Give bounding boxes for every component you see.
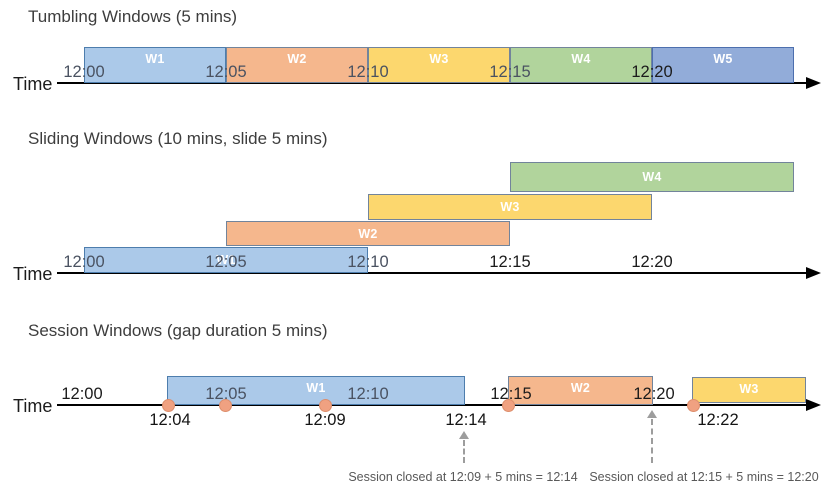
up-arrow-icon [647,410,657,418]
sliding-axis-arrowhead-icon [806,267,821,279]
session-axis-arrowhead-icon [806,399,821,411]
session-close-note: Session closed at 12:15 + 5 mins = 12:20 [589,470,819,484]
event-dot [502,399,515,412]
axis-tick: 12:15 [490,385,532,403]
session-w3-bar: W3 [692,377,806,403]
tumbling-time-axis-label: Time [13,74,53,94]
tumbling-time-axis [57,82,808,84]
event-time-label: 12:09 [304,411,346,429]
axis-tick: 12:00 [63,253,105,271]
sliding-title: Sliding Windows (10 mins, slide 5 mins) [28,129,328,148]
axis-tick: 12:20 [631,253,673,271]
event-dot [687,399,700,412]
tumbling-w3-bar: W3 [368,47,510,83]
sliding-w3-bar: W3 [368,194,652,220]
window-label: W3 [739,382,759,396]
window-label: W3 [429,52,449,66]
sliding-w4-bar: W4 [510,162,794,192]
window-label: W1 [145,52,165,66]
up-arrow-icon [459,431,469,439]
axis-tick: 12:00 [63,63,105,81]
tumbling-w4-bar: W4 [510,47,652,83]
axis-tick: 12:10 [347,63,389,81]
axis-tick: 12:05 [205,253,247,271]
axis-tick: 12:00 [61,385,103,403]
sliding-w2-bar: W2 [226,221,510,246]
session-close-note: Session closed at 12:09 + 5 mins = 12:14 [348,470,578,484]
session-time-axis-label: Time [13,396,53,416]
window-label: W1 [306,381,326,395]
tumbling-w1-bar: W1 [84,47,226,83]
window-label: W2 [287,52,307,66]
window-label: W3 [500,200,520,214]
axis-tick: 12:15 [489,63,531,81]
sliding-w1-bar: W1 [84,247,368,273]
annotation-arrow-line [463,440,465,463]
window-label: W2 [570,381,591,395]
annotation-arrow-line [651,419,653,463]
axis-tick: 12:05 [205,385,247,403]
session-time-axis [57,404,808,406]
event-time-label: 12:22 [697,411,739,429]
axis-tick: 12:15 [489,253,531,271]
axis-tick: 12:10 [347,385,389,403]
tumbling-title: Tumbling Windows (5 mins) [28,7,238,26]
session-w1-bar: W1 [167,376,465,405]
sliding-time-axis [57,272,808,274]
session-w2-bar: W2 [508,376,653,405]
tumbling-w2-bar: W2 [226,47,368,83]
tumbling-w5-bar: W5 [652,47,794,83]
window-label: W5 [713,52,733,66]
session-title: Session Windows (gap duration 5 mins) [28,321,328,340]
tumbling-axis-arrowhead-icon [806,77,821,89]
event-dot [319,399,332,412]
event-dot [219,399,232,412]
event-time-label: 12:14 [445,411,487,429]
window-label: W4 [642,170,662,184]
window-label: W1 [216,253,236,267]
event-dot [162,399,175,412]
axis-tick: 12:20 [633,385,675,403]
window-label: W2 [358,226,378,241]
axis-tick: 12:05 [205,63,247,81]
axis-tick: 12:20 [631,63,673,81]
axis-tick: 12:10 [347,253,389,271]
window-label: W4 [571,52,591,66]
event-time-label: 12:04 [149,411,191,429]
sliding-time-axis-label: Time [13,264,53,284]
